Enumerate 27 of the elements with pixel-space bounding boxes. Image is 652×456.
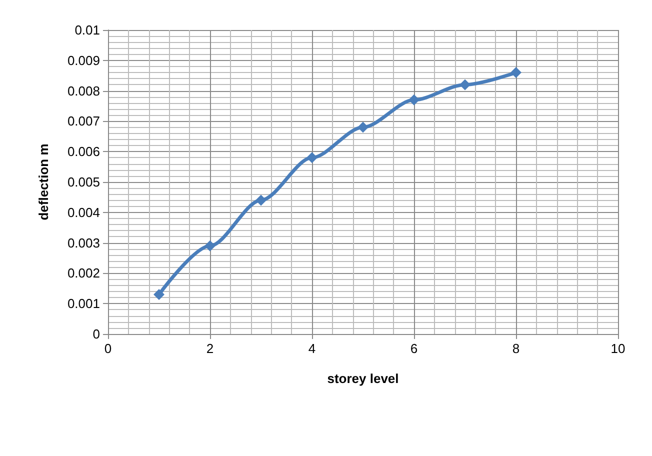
x-tick-label: 6 [410,341,418,356]
point [460,79,470,90]
x-axis-title: storey level [327,371,399,386]
x-tick-label: 4 [308,341,316,356]
point [358,122,368,133]
y-tick-label: 0.008 [67,83,100,98]
x-tick-label: 8 [512,341,520,356]
y-tick-label: 0.007 [67,114,100,129]
point [408,94,420,106]
x-tick-label: 0 [104,341,112,356]
point [154,288,164,300]
y-tick-label: 0.004 [67,204,100,220]
point [256,194,266,206]
x-tick-label: 2 [206,341,214,356]
y-tick-label: 0.005 [67,174,100,190]
y-tick-label: 0.01 [74,22,100,38]
y-axis-title: deflection m [36,144,51,220]
point [204,240,216,252]
y-tick-label: 0.002 [67,266,100,281]
y-tick-label: 0.003 [67,235,100,250]
y-tick-label: 0.001 [67,296,100,312]
y-tick-label: 0.006 [67,144,100,160]
y-tick-label: 0.009 [67,52,100,68]
point [306,152,318,164]
point [510,67,522,78]
y-tick-label: 0 [92,326,100,342]
x-tick-label: 10 [610,341,626,356]
